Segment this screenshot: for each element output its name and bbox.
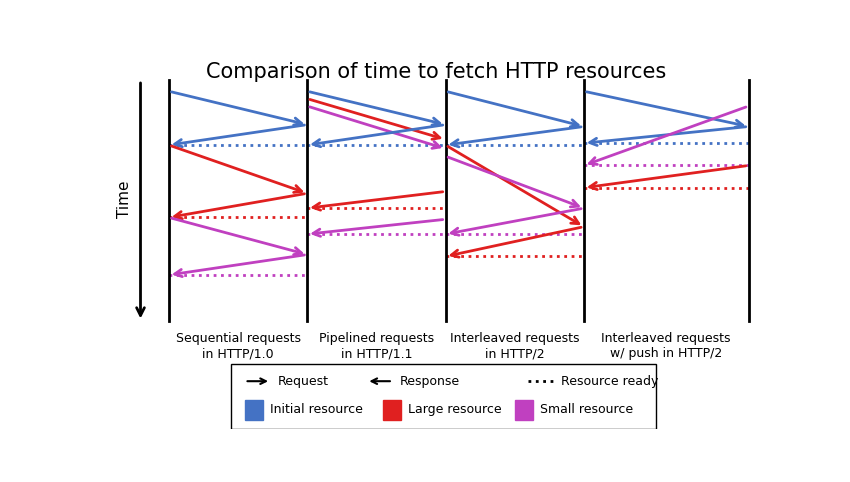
Bar <box>245 400 263 420</box>
Text: Interleaved requests
in HTTP/2: Interleaved requests in HTTP/2 <box>450 333 580 361</box>
Text: Sequential requests
in HTTP/1.0: Sequential requests in HTTP/1.0 <box>175 333 301 361</box>
Text: Request: Request <box>277 375 328 388</box>
Text: Interleaved requests
w/ push in HTTP/2: Interleaved requests w/ push in HTTP/2 <box>602 333 731 361</box>
Text: Pipelined requests
in HTTP/1.1: Pipelined requests in HTTP/1.1 <box>319 333 434 361</box>
Bar <box>382 400 401 420</box>
Text: Comparison of time to fetch HTTP resources: Comparison of time to fetch HTTP resourc… <box>206 62 666 81</box>
Text: Initial resource: Initial resource <box>269 403 362 416</box>
Text: Small resource: Small resource <box>540 403 633 416</box>
Text: Response: Response <box>400 375 460 388</box>
Bar <box>514 400 533 420</box>
Text: Large resource: Large resource <box>408 403 502 416</box>
Text: Resource ready: Resource ready <box>561 375 658 388</box>
Text: Time: Time <box>117 180 133 218</box>
